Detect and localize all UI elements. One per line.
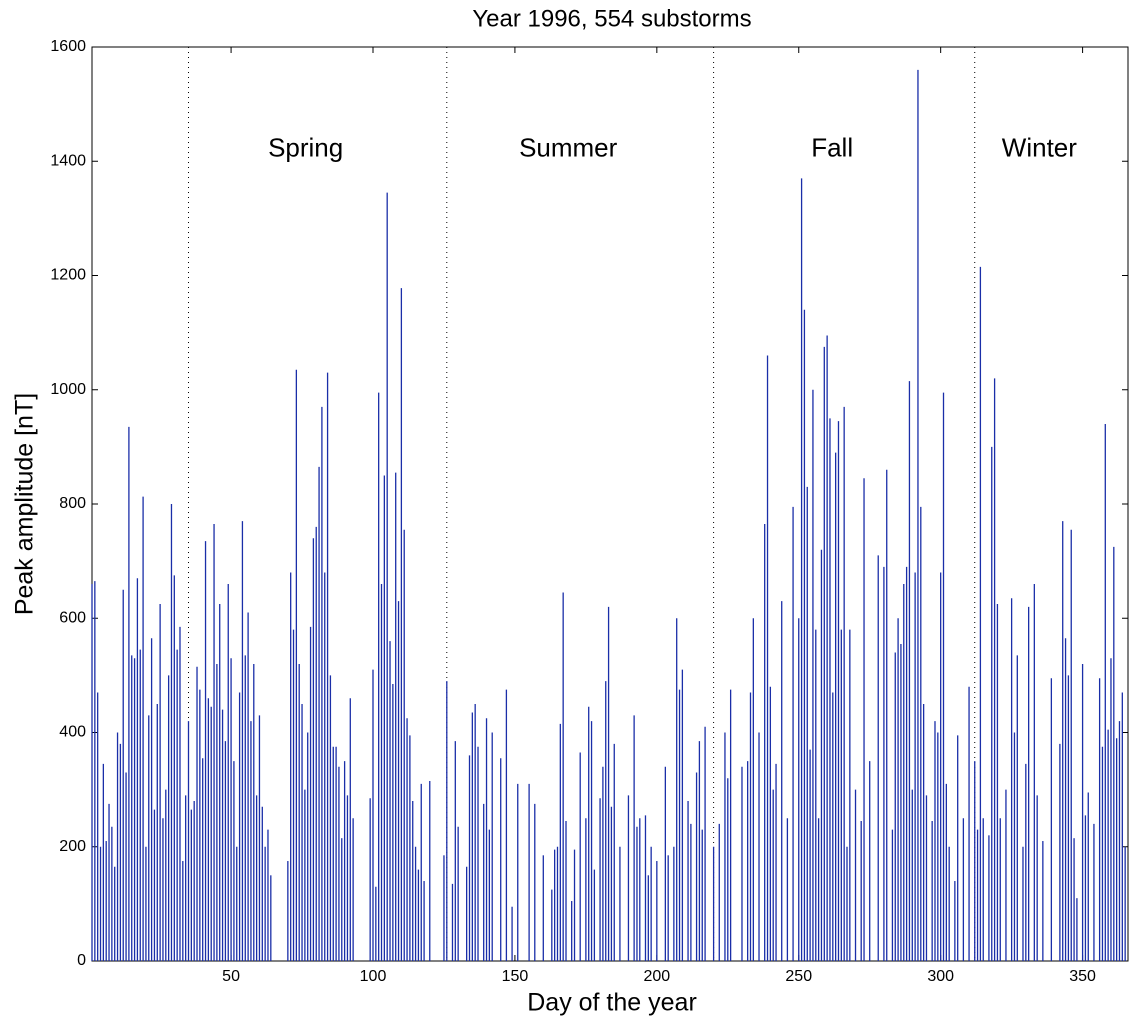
season-label: Fall — [811, 133, 853, 163]
x-tick-label: 250 — [785, 968, 812, 985]
x-tick-label: 200 — [643, 968, 670, 985]
y-tick-label: 800 — [59, 495, 86, 512]
y-tick-label: 400 — [59, 724, 86, 741]
season-label: Winter — [1002, 133, 1077, 163]
chart-title: Year 1996, 554 substorms — [472, 5, 751, 32]
x-tick-label: 50 — [222, 968, 240, 985]
x-tick-label: 150 — [502, 968, 529, 985]
y-tick-label: 1400 — [50, 152, 86, 169]
y-tick-label: 600 — [59, 609, 86, 626]
season-label: Summer — [519, 133, 618, 163]
y-tick-label: 1600 — [50, 38, 86, 55]
y-tick-label: 0 — [77, 952, 86, 969]
y-tick-label: 200 — [59, 838, 86, 855]
y-tick-label: 1200 — [50, 267, 86, 284]
y-axis-label: Peak amplitude [nT] — [11, 393, 39, 615]
x-axis-label: Day of the year — [527, 989, 697, 1017]
x-tick-label: 100 — [360, 968, 387, 985]
plot-frame — [91, 46, 1129, 962]
y-tick-label: 1000 — [50, 381, 86, 398]
x-tick-label: 300 — [927, 968, 954, 985]
x-tick-label: 350 — [1069, 968, 1096, 985]
season-label: Spring — [268, 133, 343, 163]
